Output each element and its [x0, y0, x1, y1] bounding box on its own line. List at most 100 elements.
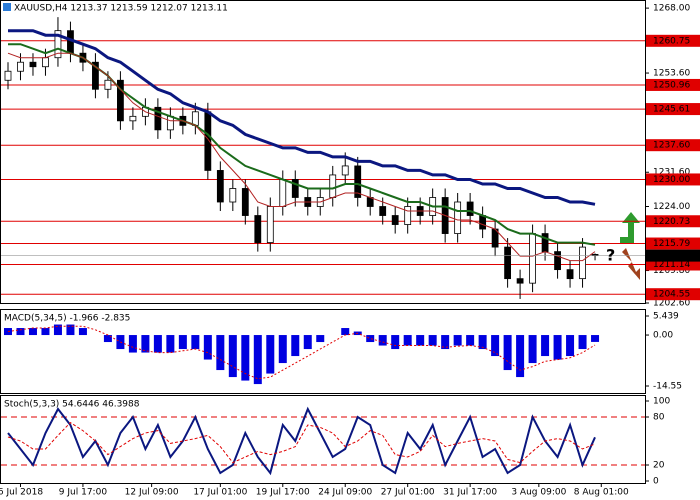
candle-body: [554, 251, 561, 271]
candle-body: [191, 111, 199, 126]
level-label-box: [646, 139, 700, 152]
candle-body: [516, 278, 524, 284]
macd-bar: [291, 335, 300, 357]
up-arrow: [620, 212, 640, 243]
candle-body: [291, 179, 299, 198]
candle-body: [229, 188, 237, 203]
y-tick-label: 0: [653, 477, 659, 487]
macd-bar: [578, 335, 587, 350]
macd-bar: [453, 335, 462, 346]
macd-bar: [278, 335, 287, 364]
candle-body: [129, 115, 137, 122]
candle-body: [29, 61, 37, 68]
level-label-box: [646, 103, 700, 116]
macd-bar: [478, 335, 487, 350]
panel-title: XAUUSD,H4 1213.37 1213.59 1212.07 1213.1…: [14, 4, 228, 14]
candle-body: [366, 197, 374, 207]
y-tick-label: 80: [653, 413, 665, 423]
macd-bar: [428, 335, 437, 346]
annotation: ?: [606, 246, 615, 265]
candle-body: [92, 61, 99, 90]
macd-bar: [366, 335, 375, 343]
macd-bar: [503, 335, 512, 371]
macd-bar: [466, 335, 475, 346]
macd-bar: [78, 328, 87, 336]
stoch-panel: [0, 395, 646, 484]
macd-bar: [416, 335, 425, 346]
y-tick-label: -14.55: [653, 381, 682, 391]
candle-body: [104, 79, 112, 90]
stoch-line: [7, 406, 596, 476]
candle-body: [154, 106, 162, 131]
level-label: 1237.60: [653, 141, 690, 151]
x-tick-label: 19 Jul 17:00: [256, 488, 310, 498]
macd-bar: [153, 335, 162, 353]
candle-body: [379, 206, 387, 216]
level-label: 1245.61: [653, 105, 690, 115]
y-tick-label: 0.00: [653, 331, 673, 341]
current-price-label: 1213.11: [653, 251, 690, 261]
candle-body: [454, 201, 462, 234]
candle-body: [241, 188, 249, 216]
macd-bar: [16, 328, 25, 336]
level-label: 1230.00: [653, 175, 690, 185]
panel-title: Stoch(5,3,3) 54.6446 46.3988: [4, 400, 140, 410]
stoch-line: [7, 421, 596, 464]
moving-average: [8, 29, 596, 206]
panel-title: MACD(5,34,5) -1.966 -2.835: [4, 314, 130, 324]
candle-body: [266, 206, 274, 243]
candle-body: [566, 269, 574, 280]
main-panel: [0, 0, 646, 304]
macd-bar: [553, 335, 562, 360]
candle-body: [17, 61, 24, 72]
candle-body: [354, 165, 362, 198]
macd-signal: [7, 325, 596, 380]
x-tick-label: 27 Jul 01:00: [381, 488, 435, 498]
macd-bar: [516, 335, 525, 378]
macd-bar: [166, 335, 175, 353]
candle-body: [117, 79, 124, 122]
candle-body: [279, 179, 287, 207]
macd-bar: [303, 335, 312, 350]
x-tick-label: 3 Aug 09:00: [511, 488, 566, 498]
level-label: 1260.75: [653, 36, 690, 46]
candle-body: [391, 215, 399, 225]
y-tick-label: 1268.00: [653, 4, 690, 14]
y-tick-label: 1209.80: [653, 266, 690, 276]
candle-body: [404, 206, 412, 225]
macd-bar: [228, 335, 237, 378]
level-label-box: [646, 215, 700, 228]
macd-bar: [566, 335, 575, 357]
macd-bar: [253, 335, 262, 385]
macd-bar: [28, 328, 37, 336]
candle-body: [541, 233, 549, 252]
macd-bar: [203, 335, 212, 360]
level-label-box: [646, 78, 700, 91]
macd-bar: [441, 335, 450, 350]
candle-body: [479, 215, 487, 230]
candle-body: [216, 170, 224, 203]
y-tick-label: 100: [653, 397, 670, 407]
y-tick-label: 1202.60: [653, 299, 690, 309]
macd-bar: [53, 324, 62, 336]
x-tick-label: 6 Jul 2018: [0, 488, 43, 498]
y-tick-label: 5.439: [653, 311, 679, 321]
macd-bar: [41, 328, 50, 336]
x-tick-label: 31 Jul 17:00: [443, 488, 497, 498]
candle-body: [42, 57, 49, 68]
macd-bar: [316, 335, 325, 343]
macd-bar: [141, 335, 150, 353]
x-tick-label: 24 Jul 09:00: [318, 488, 372, 498]
x-tick-label: 17 Jul 01:00: [193, 488, 247, 498]
macd-bar: [341, 328, 350, 336]
macd-bar: [66, 324, 75, 336]
level-label: 1215.79: [653, 239, 690, 249]
macd-bar: [378, 335, 387, 346]
candle-body: [254, 215, 262, 243]
candle-body: [166, 115, 174, 131]
candle-body: [54, 30, 62, 59]
candle-body: [341, 165, 349, 176]
x-tick-label: 12 Jul 09:00: [125, 488, 179, 498]
macd-bar: [266, 335, 275, 374]
